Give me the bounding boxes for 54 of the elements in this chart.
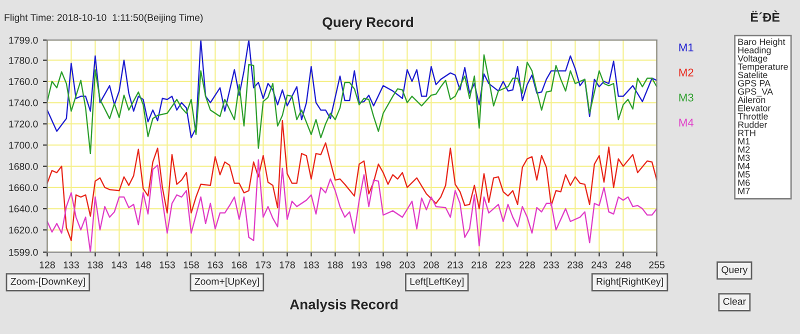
y-tick-label: 1599.0 (9, 248, 38, 256)
x-tick-label: 218 (472, 261, 487, 268)
text: M3 (679, 94, 694, 102)
text: M1 (679, 44, 694, 52)
x-tick-label: 163 (208, 261, 223, 268)
y-tick-label: 1620.0 (9, 226, 38, 234)
x-tick-label: 158 (184, 261, 199, 268)
y-tick-label: 1740.0 (9, 99, 38, 106)
text: Right[RightKey] (596, 278, 663, 287)
x-tick-label: 208 (424, 261, 439, 268)
text: Baro Height Heading Voltage Temperature Satelite GPS PA GPS_VA Aileron Elevator Throttle Rudder RTH M1 M2 M3 M4 M5 M6 M7 (738, 38, 788, 194)
text: Query (722, 266, 748, 276)
x-tick-label: 198 (376, 261, 391, 268)
y-tick-label: 1640.0 (9, 205, 38, 212)
x-tick-label: 183 (304, 261, 319, 268)
text: Analysis Record (290, 299, 398, 312)
x-tick-label: 178 (280, 261, 295, 268)
x-tick-label: 203 (400, 261, 415, 268)
x-tick-label: 193 (352, 261, 367, 268)
y-tick-label: 1799.0 (9, 36, 38, 44)
x-tick-label: 248 (616, 261, 631, 268)
x-tick-label: 173 (256, 261, 271, 268)
y-tick-label: 1760.0 (9, 78, 38, 86)
y-tick-label: 1720.0 (9, 120, 38, 128)
chart-title: Query Record (322, 16, 414, 30)
x-tick-label: 153 (160, 261, 175, 268)
line-series (47, 120, 657, 242)
x-tick-label: 233 (544, 261, 559, 268)
x-tick-label: 243 (592, 261, 607, 268)
x-tick-label: 228 (520, 261, 535, 268)
x-tick-label: 138 (88, 261, 103, 268)
x-tick-label: 128 (40, 261, 55, 268)
y-tick-label: 1780.0 (9, 56, 38, 64)
text: Flight Time: 2018-10-10 1:11:50(Beijing Time) (4, 14, 203, 23)
x-tick-label: 255 (649, 261, 665, 268)
text: Left[LeftKey] (410, 278, 464, 287)
x-tick-label: 223 (496, 261, 511, 268)
x-tick-label: 213 (448, 261, 463, 268)
x-tick-label: 133 (64, 261, 79, 268)
y-tick-label: 1700.0 (9, 142, 38, 149)
y-tick-label: 1660.0 (9, 184, 38, 192)
x-tick-label: 148 (136, 261, 151, 268)
text: Ë´ÐÈ (750, 10, 780, 22)
x-tick-label: 143 (112, 261, 127, 268)
text: M4 (679, 118, 694, 126)
text: Clear (723, 298, 746, 305)
x-tick-label: 188 (328, 261, 343, 268)
y-tick-label: 1680.0 (9, 163, 38, 170)
text: Zoom+[UpKey] (194, 278, 259, 287)
text: Zoom-[DownKey] (10, 278, 85, 287)
line-series (47, 54, 657, 154)
x-tick-label: 238 (568, 261, 583, 268)
x-tick-label: 168 (232, 261, 247, 268)
text: M2 (679, 68, 694, 76)
